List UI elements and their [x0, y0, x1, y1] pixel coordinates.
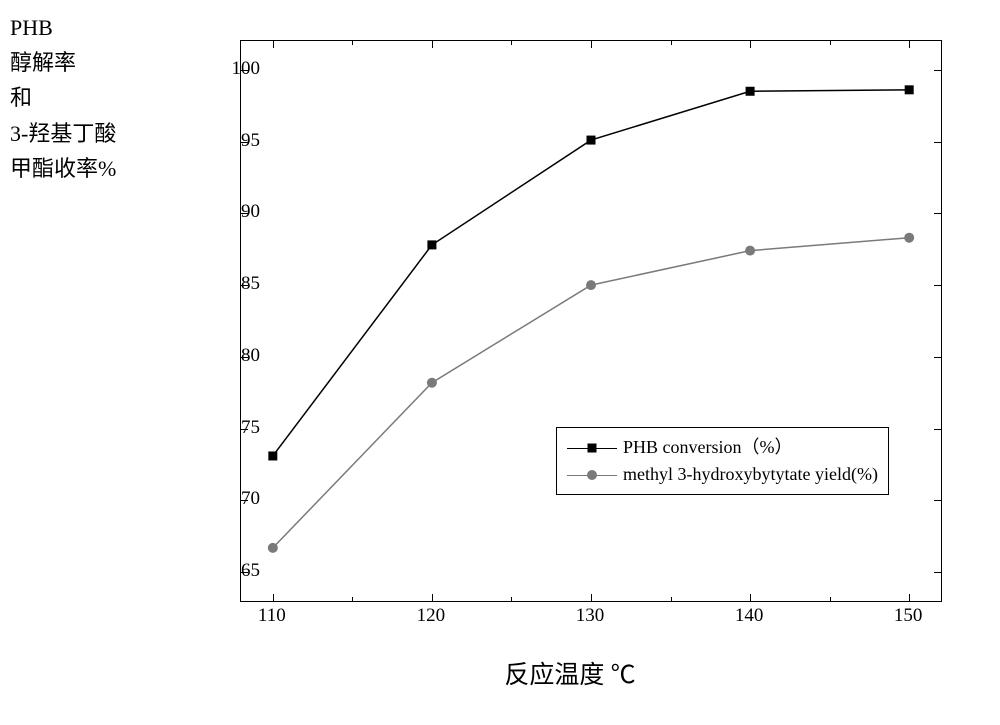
square-marker-icon	[588, 443, 597, 452]
y-tick-label: 90	[210, 201, 260, 223]
legend-item: methyl 3-hydroxybytytate yield(%)	[567, 461, 878, 488]
y-axis-label-block: PHB醇解率和3-羟基丁酸甲酯收率%	[10, 10, 116, 186]
y-tick-label: 80	[210, 345, 260, 367]
x-tick-label: 120	[417, 605, 446, 627]
circle-marker	[427, 378, 437, 388]
plot-area: PHB conversion（%）methyl 3-hydroxybytytat…	[240, 40, 942, 602]
y-axis-label-line: 3-羟基丁酸	[10, 116, 116, 151]
square-marker	[268, 451, 277, 460]
y-axis-label-line: 和	[10, 80, 116, 115]
legend-box: PHB conversion（%）methyl 3-hydroxybytytat…	[556, 427, 889, 495]
plot-svg	[241, 41, 941, 601]
legend-label: PHB conversion（%）	[623, 434, 793, 461]
x-tick-label: 130	[576, 605, 605, 627]
x-tick-label: 110	[258, 605, 286, 627]
y-axis-label-line: PHB	[10, 10, 116, 45]
y-tick-label: 95	[210, 130, 260, 152]
y-tick-label: 75	[210, 417, 260, 439]
y-tick-label: 70	[210, 488, 260, 510]
y-tick-label: 85	[210, 273, 260, 295]
chart-container: PHB conversion（%）methyl 3-hydroxybytytat…	[170, 20, 970, 650]
circle-marker	[745, 246, 755, 256]
square-marker	[427, 240, 436, 249]
circle-marker	[586, 280, 596, 290]
series-line	[273, 90, 909, 456]
y-tick-label: 65	[210, 560, 260, 582]
legend-label: methyl 3-hydroxybytytate yield(%)	[623, 461, 878, 488]
x-tick-label: 140	[735, 605, 764, 627]
y-axis-label-line: 甲酯收率%	[10, 151, 116, 186]
x-tick-label: 150	[894, 605, 923, 627]
legend-item: PHB conversion（%）	[567, 434, 878, 461]
square-marker	[905, 85, 914, 94]
circle-marker	[904, 233, 914, 243]
circle-marker-icon	[587, 470, 597, 480]
y-tick-label: 100	[210, 58, 260, 80]
circle-marker	[268, 543, 278, 553]
square-marker	[746, 87, 755, 96]
x-axis-label: 反应温度 ℃	[504, 655, 635, 691]
square-marker	[587, 136, 596, 145]
y-axis-label-line: 醇解率	[10, 45, 116, 80]
